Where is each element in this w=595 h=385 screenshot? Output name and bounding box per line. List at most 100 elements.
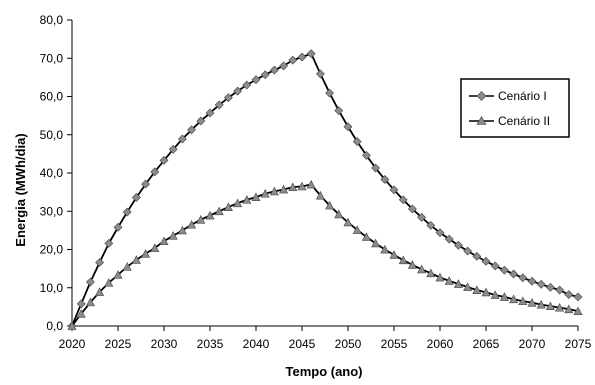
- data-point-triangle: [306, 179, 316, 189]
- x-tick-label: 2045: [289, 337, 316, 351]
- data-point-triangle: [104, 278, 114, 287]
- y-tick-label: 30,0: [40, 204, 64, 218]
- data-point-triangle: [435, 272, 445, 282]
- data-point-diamond: [380, 175, 390, 184]
- data-point-triangle: [518, 296, 528, 306]
- data-point-diamond: [159, 155, 169, 165]
- y-axis-title: Energia (MWh/dia): [13, 133, 28, 246]
- x-tick-label: 2035: [197, 337, 224, 351]
- data-point-triangle: [545, 301, 555, 311]
- data-point-diamond: [177, 134, 187, 144]
- data-point-diamond: [288, 55, 298, 65]
- data-point-triangle: [187, 219, 197, 229]
- data-point-diamond: [242, 80, 252, 90]
- data-point-diamond: [444, 234, 454, 244]
- data-point-diamond: [564, 290, 574, 300]
- data-point-triangle: [371, 238, 381, 248]
- data-point-triangle: [196, 215, 206, 224]
- x-axis-title: Tempo (ano): [285, 364, 362, 379]
- data-point-diamond: [325, 88, 335, 98]
- data-point-diamond: [371, 163, 381, 173]
- data-point-triangle: [325, 200, 335, 210]
- data-point-diamond: [499, 265, 509, 275]
- x-axis: 2020 2025 2030 2035 2040 2045 2050 2055 2060 2065…: [59, 325, 592, 351]
- data-point-diamond: [251, 75, 261, 85]
- data-point-diamond: [223, 93, 233, 103]
- data-point-diamond: [417, 212, 427, 222]
- data-point-triangle: [260, 189, 270, 198]
- y-tick-label: 70,0: [40, 51, 64, 65]
- data-point-triangle: [288, 182, 298, 192]
- data-point-diamond: [85, 277, 95, 287]
- data-point-triangle: [214, 206, 224, 216]
- data-point-triangle: [141, 249, 151, 258]
- data-point-diamond: [509, 269, 519, 279]
- data-point-triangle: [150, 243, 160, 252]
- data-point-diamond: [453, 240, 463, 250]
- data-point-triangle: [113, 270, 123, 279]
- data-point-triangle: [85, 297, 95, 307]
- data-point-triangle: [269, 186, 279, 196]
- data-point-diamond: [555, 285, 565, 295]
- data-point-triangle: [76, 309, 86, 318]
- data-point-diamond: [334, 106, 344, 116]
- data-point-triangle: [279, 184, 289, 194]
- data-point-diamond: [131, 193, 141, 202]
- data-point-triangle: [509, 294, 519, 304]
- data-point-triangle: [315, 190, 325, 200]
- data-point-diamond: [315, 69, 325, 79]
- data-point-diamond: [168, 144, 178, 154]
- data-point-triangle: [223, 202, 233, 211]
- data-point-triangle: [426, 268, 436, 278]
- series-layer: [67, 49, 583, 331]
- data-point-triangle: [242, 195, 252, 204]
- data-point-triangle: [573, 306, 583, 315]
- data-point-triangle: [453, 279, 463, 288]
- x-tick-label: 2040: [243, 337, 270, 351]
- data-point-triangle: [472, 285, 482, 294]
- legend: Cenário I Cenário II: [460, 78, 570, 138]
- data-point-diamond: [306, 49, 316, 59]
- data-point-diamond: [113, 222, 123, 232]
- x-tick-label: 2070: [519, 337, 546, 351]
- data-point-triangle: [481, 287, 491, 297]
- y-tick-label: 0,0: [46, 319, 63, 333]
- data-point-diamond: [407, 204, 417, 214]
- data-point-triangle: [398, 255, 408, 265]
- data-point-triangle: [536, 299, 546, 309]
- data-point-diamond: [463, 246, 473, 256]
- data-point-diamond: [389, 185, 399, 195]
- data-point-triangle: [407, 260, 417, 269]
- legend-entry-cenario-2: Cenário II: [469, 114, 550, 128]
- data-point-triangle: [159, 236, 169, 245]
- data-point-diamond: [518, 273, 528, 283]
- data-point-diamond: [187, 125, 197, 135]
- y-tick-label: 40,0: [40, 166, 64, 180]
- data-point-diamond: [481, 256, 491, 266]
- legend-label-cenario-2: Cenário II: [498, 114, 550, 128]
- legend-marker-diamond-icon: [476, 91, 487, 101]
- data-point-triangle: [205, 210, 215, 220]
- data-point-diamond: [150, 167, 160, 177]
- data-point-triangle: [251, 192, 261, 201]
- data-point-diamond: [269, 65, 279, 75]
- data-point-diamond: [352, 137, 362, 147]
- data-point-triangle: [297, 181, 307, 191]
- data-point-diamond: [343, 122, 353, 132]
- legend-entry-cenario-1: Cenário I: [469, 89, 547, 103]
- data-point-diamond: [361, 150, 371, 160]
- x-tick-label: 2060: [427, 337, 454, 351]
- data-point-diamond: [545, 282, 555, 292]
- data-point-diamond: [490, 261, 500, 271]
- x-tick-label: 2025: [105, 337, 132, 351]
- data-point-triangle: [361, 232, 371, 241]
- data-point-diamond: [398, 195, 408, 205]
- data-point-diamond: [426, 220, 436, 230]
- series-1: [67, 49, 583, 331]
- x-tick-label: 2050: [335, 337, 362, 351]
- y-tick-label: 60,0: [40, 90, 64, 104]
- data-point-triangle: [233, 198, 243, 208]
- data-point-diamond: [205, 108, 215, 118]
- legend-marker-triangle-icon: [476, 115, 487, 125]
